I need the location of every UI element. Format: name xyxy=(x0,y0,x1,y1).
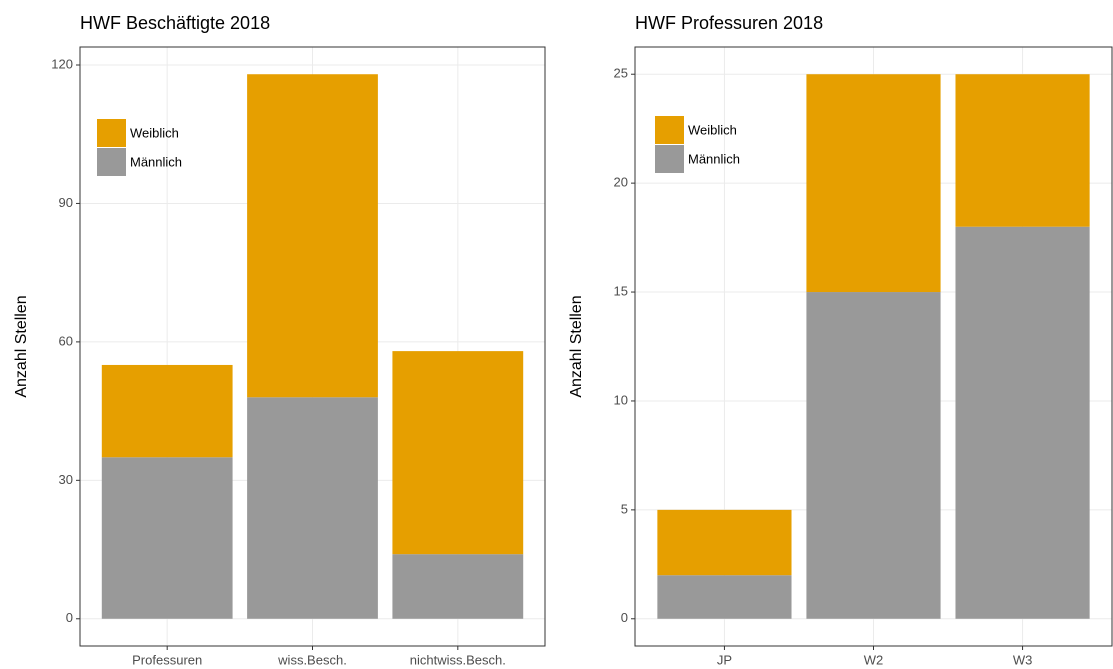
y-axis-title: Anzahl Stellen xyxy=(13,295,30,397)
bar-segment xyxy=(101,364,233,458)
y-tick-label: 120 xyxy=(51,56,73,71)
y-tick-label: 0 xyxy=(621,610,628,625)
legend-label: Männlich xyxy=(688,151,740,166)
x-tick-label: W2 xyxy=(864,652,884,667)
x-tick-label: Professuren xyxy=(132,652,202,667)
x-tick-label: wiss.Besch. xyxy=(277,652,347,667)
y-tick-label: 25 xyxy=(614,66,628,81)
legend-label: Weiblich xyxy=(130,125,179,140)
bar-segment xyxy=(955,74,1090,227)
y-tick-label: 0 xyxy=(66,610,73,625)
y-tick-label: 30 xyxy=(59,472,73,487)
chart-title: HWF Professuren 2018 xyxy=(635,13,823,33)
y-tick-label: 60 xyxy=(59,333,73,348)
panel-border xyxy=(79,46,546,647)
bar-segment xyxy=(101,457,233,619)
x-tick-label: nichtwiss.Besch. xyxy=(410,652,506,667)
bar-segment xyxy=(657,575,792,619)
bar-segment xyxy=(247,74,378,398)
y-axis-title: Anzahl Stellen xyxy=(568,295,585,397)
y-tick-label: 15 xyxy=(614,283,628,298)
legend-key xyxy=(97,148,126,176)
x-tick-label: W3 xyxy=(1013,652,1033,667)
legend-key xyxy=(655,116,684,144)
panel-border xyxy=(634,46,1113,647)
bar-segment xyxy=(955,226,1090,619)
bar-segment xyxy=(806,292,941,619)
bar-segment xyxy=(657,509,792,576)
legend-key xyxy=(655,145,684,173)
legend-key xyxy=(97,119,126,147)
chart-title: HWF Beschäftigte 2018 xyxy=(80,13,270,33)
bar-segment xyxy=(392,554,524,619)
bar-segment xyxy=(806,74,941,293)
legend-label: Weiblich xyxy=(688,122,737,137)
y-tick-label: 10 xyxy=(614,392,628,407)
bar-segment xyxy=(392,351,524,555)
bar-segment xyxy=(247,397,378,619)
y-tick-label: 5 xyxy=(621,501,628,516)
y-tick-label: 90 xyxy=(59,195,73,210)
y-tick-label: 20 xyxy=(614,175,628,190)
x-tick-label: JP xyxy=(717,652,732,667)
legend-label: Männlich xyxy=(130,154,182,169)
